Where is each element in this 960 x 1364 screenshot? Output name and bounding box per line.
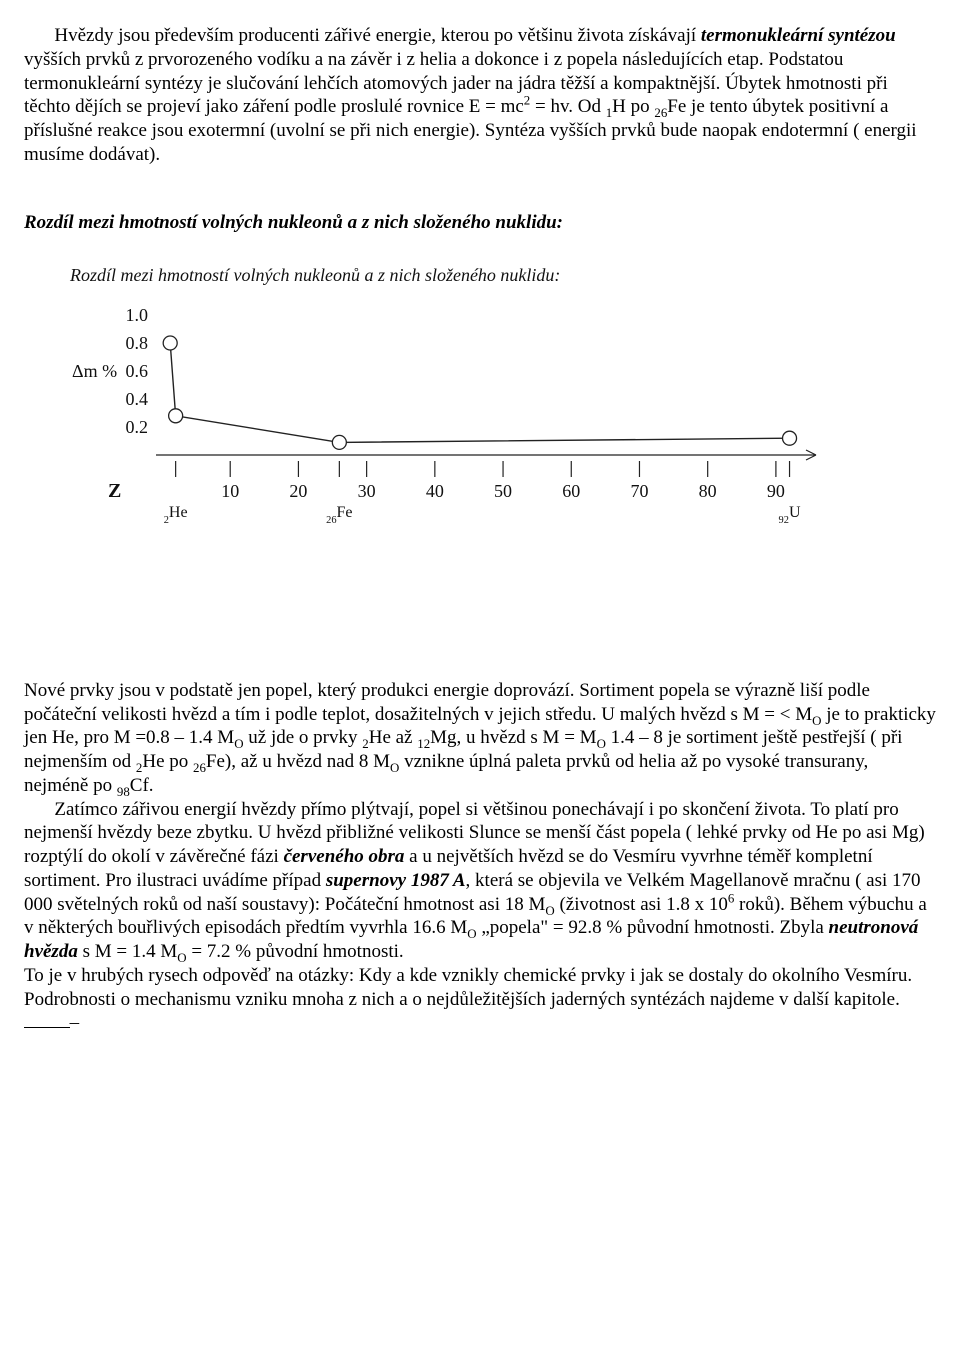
svg-text:0.2: 0.2 [126,417,149,437]
p3-subO2: O [467,926,476,941]
p3-d: (životnost asi 1.8 x 10 [555,894,728,915]
p3-g: s M = 1.4 M [78,941,177,962]
p2-c: už jde o prvky [244,727,363,748]
svg-text:90: 90 [767,481,785,501]
p1-term-1: termonukleární syntézou [701,25,896,46]
p4-underline [24,1027,70,1028]
p2-e: Mg, u hvězd s M = M [430,727,596,748]
svg-text:1.0: 1.0 [126,305,149,325]
p2-j: Cf. [130,775,154,796]
paragraph-1: Hvězdy jsou především producenti zářivé … [24,24,936,167]
svg-text:2He: 2He [164,504,188,526]
p1-text-c: = hv. Od [530,96,605,117]
p3-h: = 7.2 % původní hmotnosti. [187,941,404,962]
svg-text:60: 60 [562,481,580,501]
svg-text:0.6: 0.6 [126,361,149,381]
p4-tail: – [70,1012,80,1033]
svg-text:30: 30 [358,481,376,501]
figure-caption: Rozdíl mezi hmotností volných nukleonů a… [24,211,936,235]
p2-sub12: 12 [417,736,430,751]
p2-sub26: 26 [193,760,206,775]
p1-text-a: Hvězdy jsou především producenti zářivé … [54,25,701,46]
svg-text:70: 70 [630,481,648,501]
svg-text:80: 80 [699,481,717,501]
svg-text:40: 40 [426,481,444,501]
p2-d: He až [369,727,418,748]
p3-term-1: červeného obra [284,846,405,867]
p3-subO3: O [177,950,186,965]
p3-term-2: supernovy 1987 A [326,870,466,891]
p1-text-d: H po [612,96,654,117]
chart-svg: 1.0 0.8 0.6 0.4 0.2 Δm % 10 20 30 40 50 60 70 80 90 Z 2H… [70,305,830,565]
p3-subO1: O [545,902,554,917]
svg-text:Δm %: Δm % [72,361,117,381]
svg-text:50: 50 [494,481,512,501]
p3-f: „popela" = 92.8 % původní hmotnosti. Zby… [477,917,829,938]
paragraph-3: Zatímco zářivou energií hvězdy přímo plý… [24,798,936,964]
svg-text:0.4: 0.4 [126,389,149,409]
p2-a: Nové prvky jsou v podstatě jen popel, kt… [24,680,870,725]
mass-defect-chart: Rozdíl mezi hmotností volných nukleonů a… [70,264,936,565]
svg-text:92U: 92U [779,504,801,526]
p2-g: He po [142,751,193,772]
svg-text:26Fe: 26Fe [326,504,352,526]
p2-sub98: 98 [117,784,130,799]
svg-text:10: 10 [221,481,239,501]
p4-text: To je v hrubých rysech odpověď na otázky… [24,965,912,1010]
p2-subO4: O [390,760,399,775]
paragraph-4: To je v hrubých rysech odpověď na otázky… [24,964,936,1035]
svg-text:0.8: 0.8 [126,333,149,353]
p2-h: Fe), až u hvězd nad 8 M [206,751,390,772]
p2-subO2: O [234,736,243,751]
p1-sub-26: 26 [654,105,667,120]
svg-text:Z: Z [108,480,121,502]
chart-inner-title: Rozdíl mezi hmotností volných nukleonů a… [70,264,936,287]
svg-text:20: 20 [289,481,307,501]
paragraph-2: Nové prvky jsou v podstatě jen popel, kt… [24,679,936,798]
p2-subO3: O [597,736,606,751]
